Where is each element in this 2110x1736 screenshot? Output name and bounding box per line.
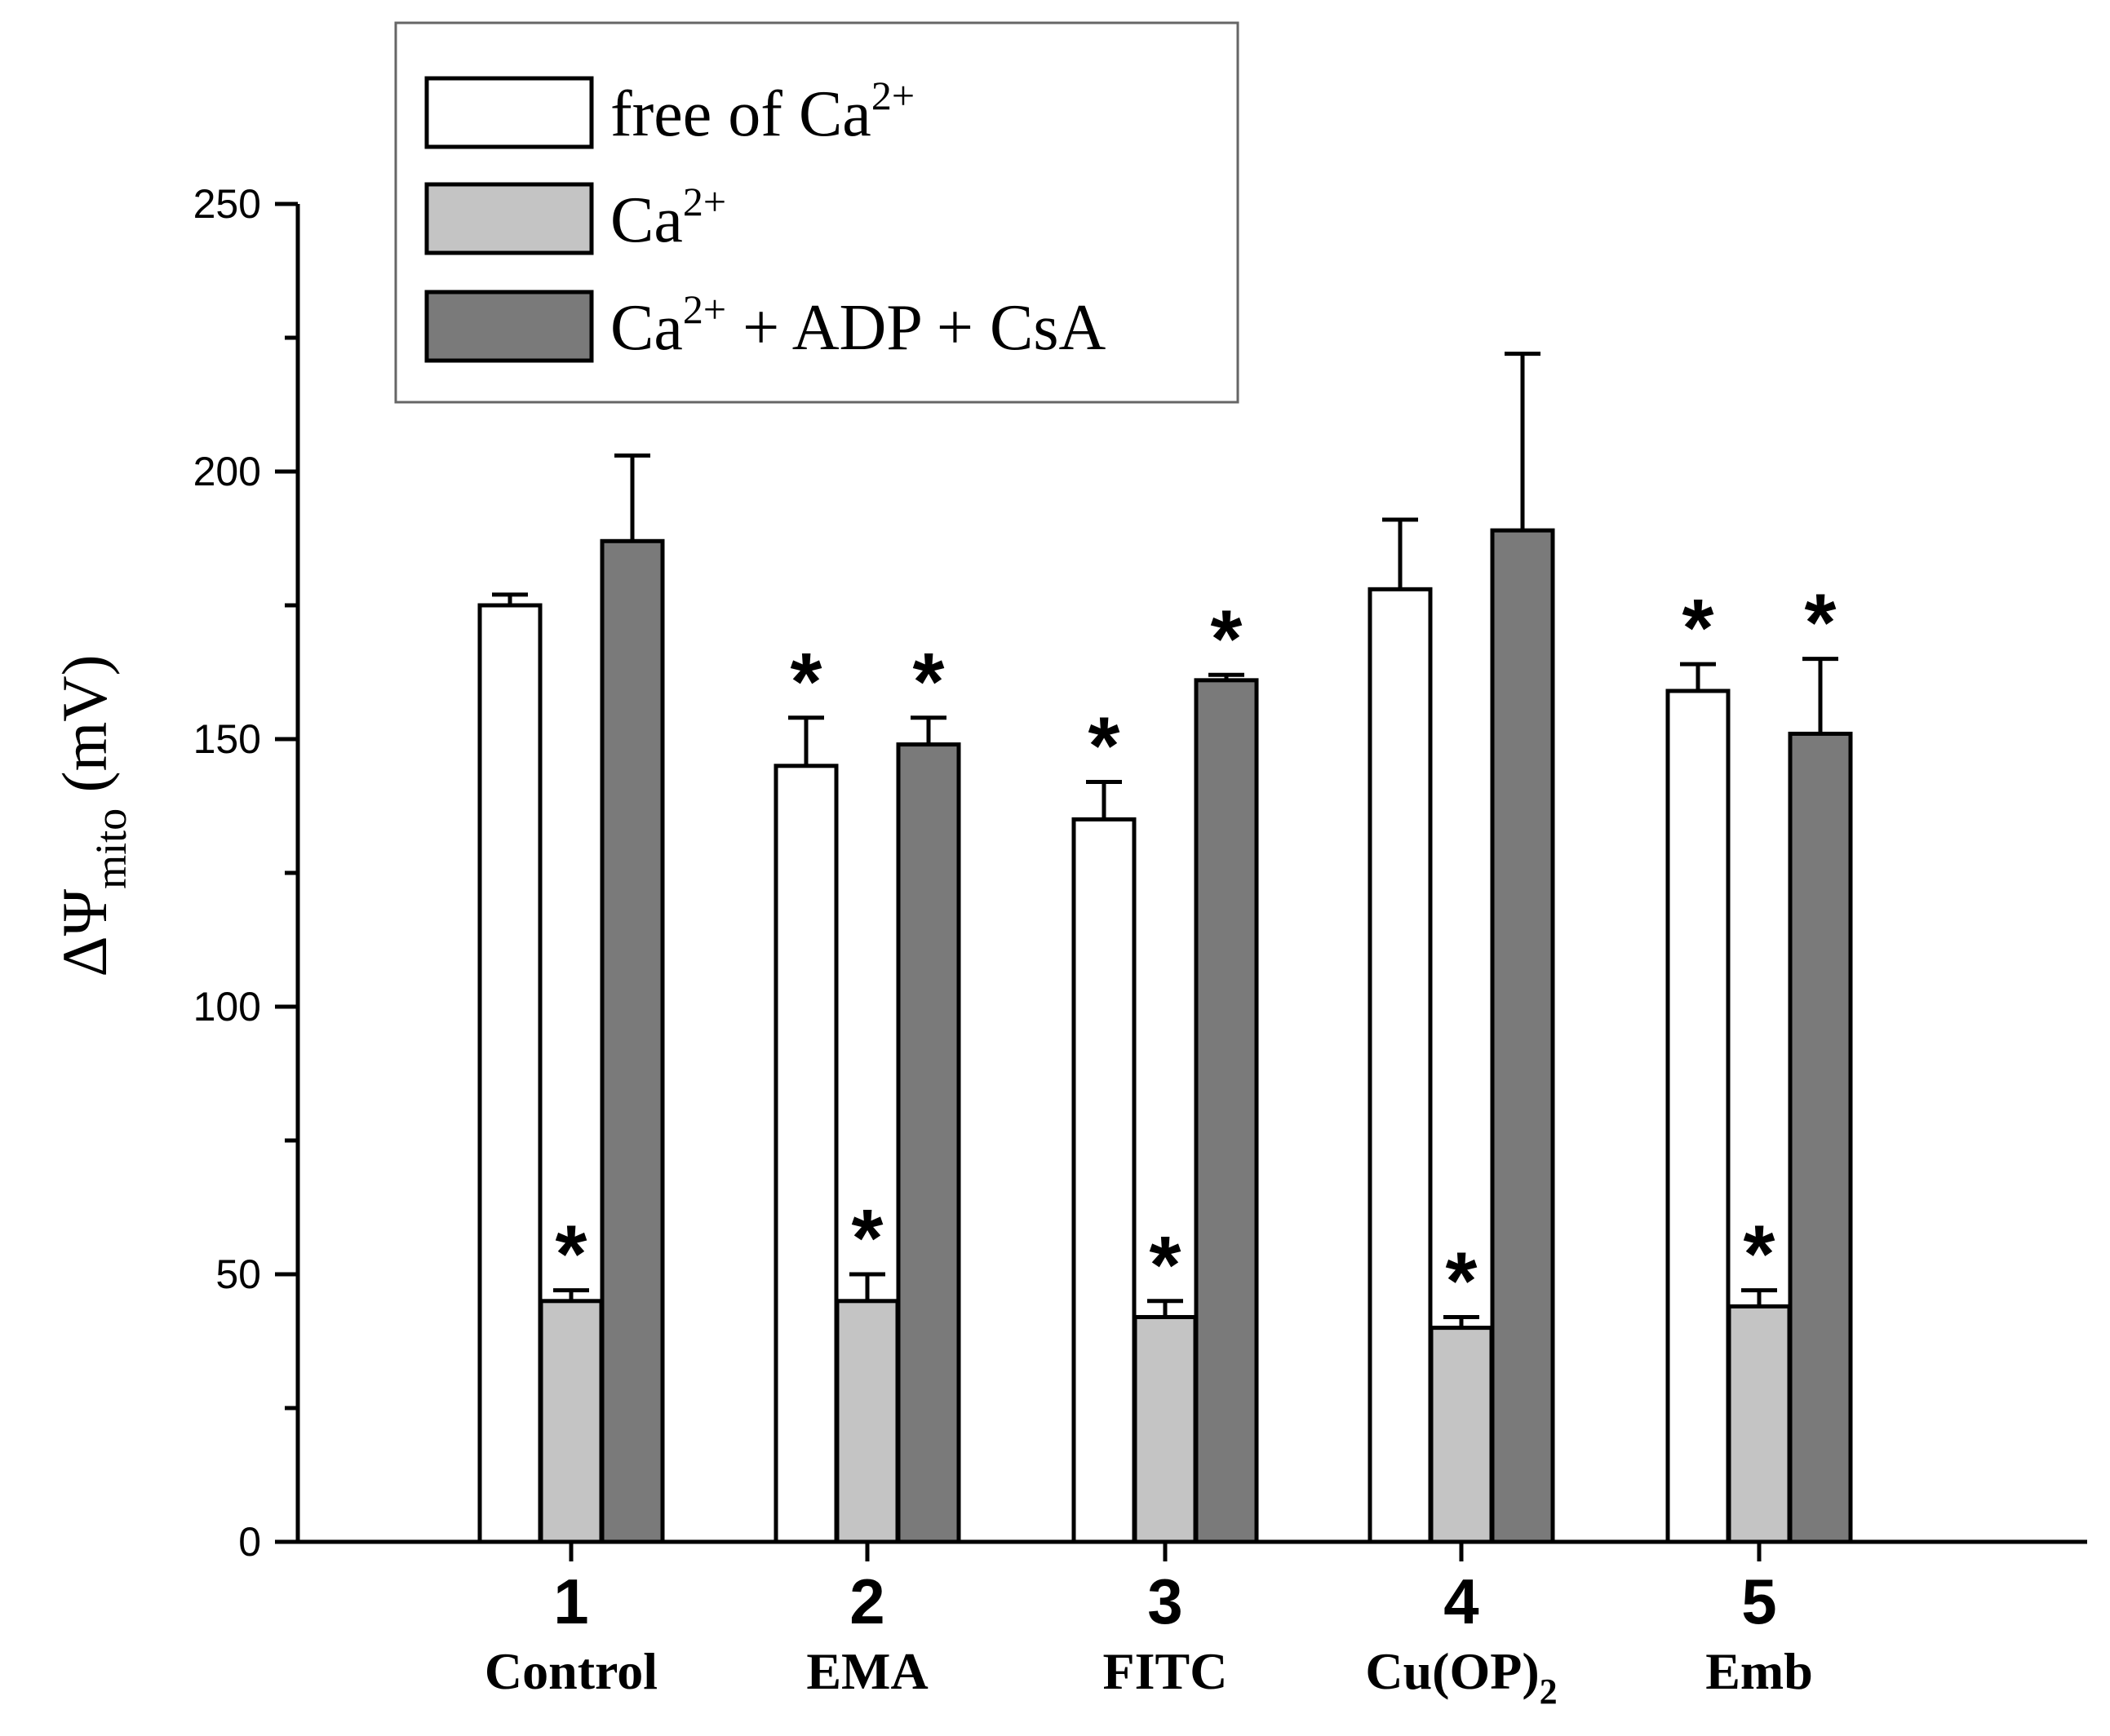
group-number: 5 xyxy=(1741,1566,1776,1637)
bar-emb-series-2 xyxy=(1727,1304,1792,1544)
bar-ema-series-2 xyxy=(835,1299,900,1544)
y-tick-label: 150 xyxy=(193,716,261,762)
legend-label-series-2: Ca2+ xyxy=(610,179,726,256)
significance-marker: * xyxy=(1682,582,1714,674)
legend-label-series-3: Ca2+ + ADP + CsA xyxy=(610,286,1106,364)
legend: free of Ca2+ Ca2+ Ca2+ + ADP + CsA xyxy=(394,21,1239,404)
y-axis-label: ΔΨmito (mV) xyxy=(49,654,135,976)
group-number: 3 xyxy=(1147,1566,1182,1637)
significance-marker: * xyxy=(791,636,822,728)
significance-marker: * xyxy=(913,636,945,728)
significance-marker: * xyxy=(556,1209,587,1300)
group-name: Emb xyxy=(1705,1642,1813,1700)
bar-control-series-2 xyxy=(539,1299,604,1544)
group-number: 2 xyxy=(849,1566,884,1637)
significance-marker: * xyxy=(1150,1220,1181,1311)
bar-cuop-series-1 xyxy=(1368,587,1433,1544)
bar-ema-series-1 xyxy=(774,764,839,1544)
y-tick-label: 250 xyxy=(193,181,261,227)
legend-label-series-1: free of Ca2+ xyxy=(610,73,915,150)
bar-fitc-series-2 xyxy=(1133,1314,1198,1544)
legend-swatch-series-3 xyxy=(424,290,594,363)
bar-fitc-series-1 xyxy=(1071,817,1137,1544)
group-name: EMA xyxy=(806,1642,928,1700)
bar-control-series-1 xyxy=(477,603,543,1544)
significance-marker: * xyxy=(1211,593,1243,684)
y-tick-label: 0 xyxy=(238,1519,261,1565)
legend-swatch-series-2 xyxy=(424,182,594,255)
bars-layer xyxy=(477,352,1853,1544)
significance-marker: * xyxy=(1088,700,1120,791)
bar-fitc-series-3 xyxy=(1194,678,1259,1544)
bar-emb-series-3 xyxy=(1788,731,1853,1544)
significance-marker: * xyxy=(1446,1235,1478,1326)
significance-marker: * xyxy=(1744,1209,1775,1300)
significance-marker: * xyxy=(852,1193,884,1284)
group-number: 4 xyxy=(1443,1566,1478,1637)
axes-layer xyxy=(275,202,2087,1561)
bar-emb-series-1 xyxy=(1665,689,1731,1544)
bar-control-series-3 xyxy=(600,538,665,1544)
group-name: Cu(OP)2 xyxy=(1365,1642,1557,1712)
group-number: 1 xyxy=(553,1566,588,1637)
legend-swatch-series-1 xyxy=(424,76,594,149)
y-tick-label: 200 xyxy=(193,449,261,494)
group-name: FITC xyxy=(1103,1642,1228,1700)
y-tick-label: 100 xyxy=(193,984,261,1030)
group-name: Control xyxy=(485,1642,658,1700)
significance-marker: * xyxy=(1805,578,1837,669)
bar-cuop-series-3 xyxy=(1490,528,1555,1544)
bar-cuop-series-2 xyxy=(1429,1326,1494,1544)
y-tick-label: 50 xyxy=(215,1251,261,1297)
bar-ema-series-3 xyxy=(896,742,961,1544)
